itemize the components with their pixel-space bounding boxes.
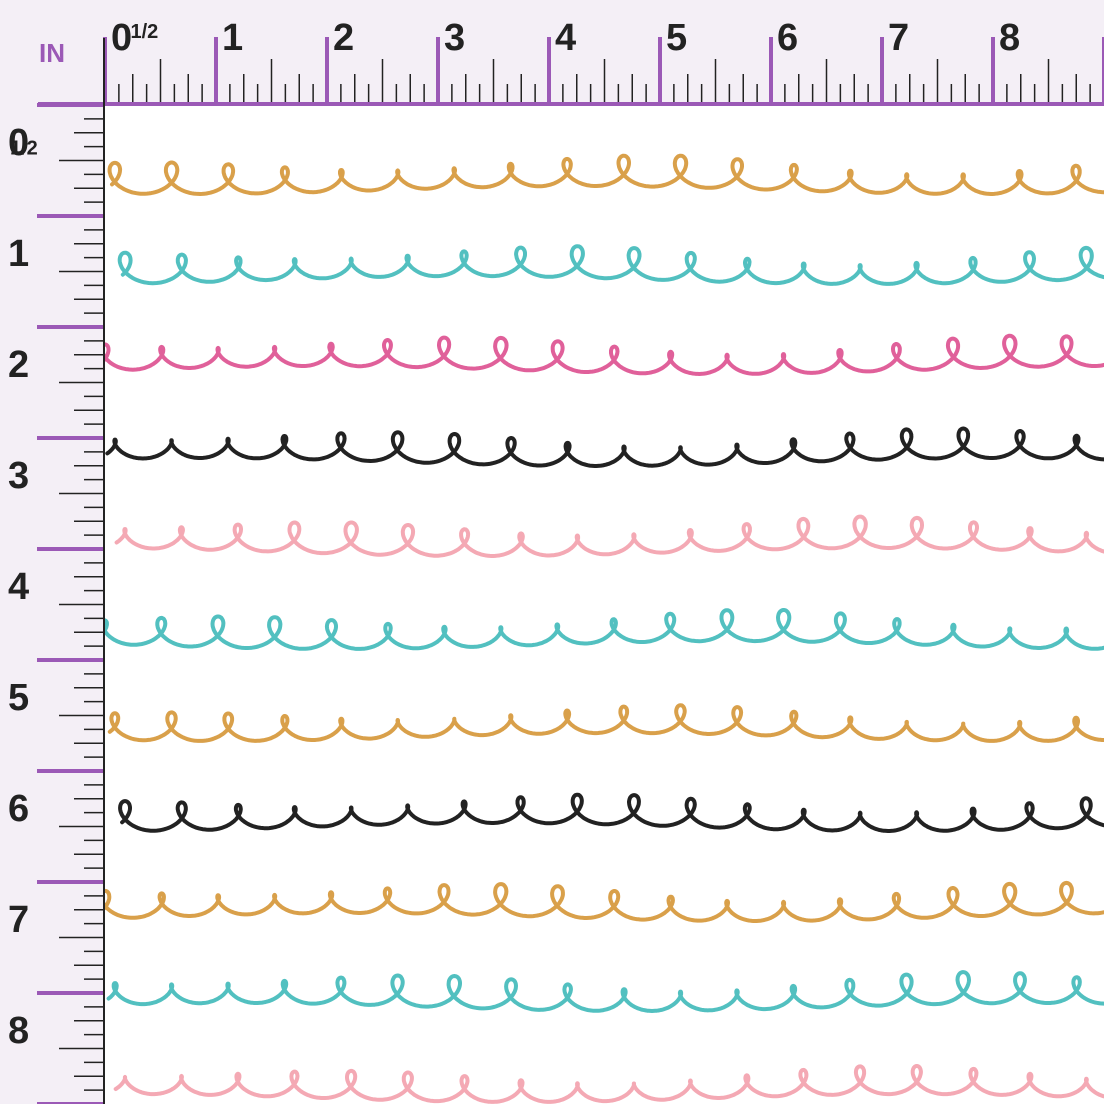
left-ruler-label: 6	[8, 788, 29, 830]
loop-line	[106, 970, 1104, 1013]
top-ruler-label: 2	[333, 17, 354, 59]
left-ruler-label: 4	[8, 566, 29, 608]
ruler-mask-top	[0, 0, 1104, 104]
loop-line	[114, 514, 1104, 558]
loop-line	[98, 333, 1104, 376]
loop-line	[105, 426, 1104, 468]
top-ruler-label: 1/2	[131, 21, 159, 43]
loop-line	[118, 792, 1104, 833]
loop-line	[96, 608, 1104, 651]
fabric-swatch	[105, 105, 1104, 1104]
loop-line	[107, 703, 1104, 743]
top-ruler-label: 7	[888, 17, 909, 59]
top-ruler-label: 4	[555, 17, 576, 59]
loop-line	[99, 880, 1104, 923]
left-ruler-label: 5	[8, 677, 29, 719]
ruler-unit: IN	[39, 38, 65, 68]
top-ruler-label: 8	[999, 17, 1020, 59]
top-ruler-label: 6	[777, 17, 798, 59]
left-ruler-label: 2	[8, 344, 29, 386]
left-ruler-label: 8	[8, 1010, 29, 1052]
top-ruler-label: 0	[111, 17, 132, 59]
top-ruler-label: 1	[222, 17, 243, 59]
top-ruler-label: 3	[444, 17, 465, 59]
loop-line	[113, 1064, 1104, 1104]
left-ruler-label: 7	[8, 899, 29, 941]
left-ruler-label: 3	[8, 455, 29, 497]
ruler-mask-left	[0, 0, 104, 1104]
top-ruler-label: 5	[666, 17, 687, 59]
left-ruler-label: 1	[8, 233, 29, 275]
left-ruler-label: 0	[8, 122, 29, 164]
loop-line	[117, 244, 1104, 286]
left-ruler-label: 1/2	[10, 138, 38, 160]
loop-line	[107, 153, 1104, 196]
